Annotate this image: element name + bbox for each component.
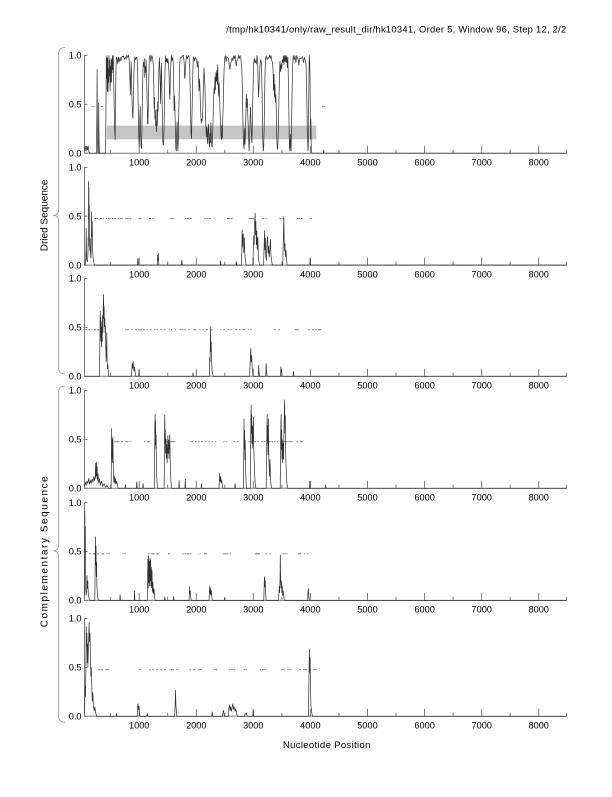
svg-text:0.5: 0.5 bbox=[69, 663, 82, 673]
svg-text:6000: 6000 bbox=[414, 605, 434, 615]
svg-text:6000: 6000 bbox=[414, 157, 434, 167]
svg-text:1.0: 1.0 bbox=[69, 274, 82, 284]
svg-text:4000: 4000 bbox=[300, 605, 320, 615]
svg-text:2000: 2000 bbox=[186, 721, 206, 731]
svg-text:2000: 2000 bbox=[186, 157, 206, 167]
svg-text:0.0: 0.0 bbox=[69, 372, 82, 382]
svg-text:3000: 3000 bbox=[243, 493, 263, 503]
svg-text:4000: 4000 bbox=[300, 721, 320, 731]
svg-text:0.5: 0.5 bbox=[69, 211, 82, 221]
svg-text:5000: 5000 bbox=[357, 493, 377, 503]
svg-text:1.0: 1.0 bbox=[69, 498, 82, 508]
svg-text:1.0: 1.0 bbox=[69, 163, 82, 173]
svg-text:0.5: 0.5 bbox=[69, 323, 82, 333]
svg-text:3000: 3000 bbox=[243, 605, 263, 615]
svg-text:6000: 6000 bbox=[414, 721, 434, 731]
svg-text:1.0: 1.0 bbox=[69, 51, 82, 61]
svg-text:8000: 8000 bbox=[528, 605, 548, 615]
svg-text:1000: 1000 bbox=[129, 381, 149, 391]
svg-text:Complementary Sequence: Complementary Sequence bbox=[40, 475, 51, 628]
svg-text:4000: 4000 bbox=[300, 381, 320, 391]
svg-text:1000: 1000 bbox=[129, 157, 149, 167]
svg-text:8000: 8000 bbox=[528, 381, 548, 391]
svg-text:8000: 8000 bbox=[528, 493, 548, 503]
svg-text:7000: 7000 bbox=[471, 493, 491, 503]
svg-text:6000: 6000 bbox=[414, 381, 434, 391]
svg-text:0.0: 0.0 bbox=[69, 148, 82, 158]
svg-text:4000: 4000 bbox=[300, 157, 320, 167]
svg-text:1000: 1000 bbox=[129, 493, 149, 503]
svg-text:3000: 3000 bbox=[243, 721, 263, 731]
svg-text:5000: 5000 bbox=[357, 157, 377, 167]
svg-text:5000: 5000 bbox=[357, 721, 377, 731]
svg-text:2000: 2000 bbox=[186, 605, 206, 615]
svg-text:4000: 4000 bbox=[300, 493, 320, 503]
svg-text:0.0: 0.0 bbox=[69, 596, 82, 606]
svg-text:0.0: 0.0 bbox=[69, 712, 82, 722]
svg-text:1.0: 1.0 bbox=[69, 386, 82, 396]
svg-text:5000: 5000 bbox=[357, 381, 377, 391]
svg-text:/tmp/hk10341/only/raw_result_d: /tmp/hk10341/only/raw_result_dir/hk10341… bbox=[226, 24, 566, 35]
svg-text:8000: 8000 bbox=[528, 269, 548, 279]
svg-text:Nucleotide Position: Nucleotide Position bbox=[283, 740, 371, 751]
svg-text:Dried Sequence: Dried Sequence bbox=[39, 179, 50, 251]
svg-text:7000: 7000 bbox=[471, 157, 491, 167]
svg-text:8000: 8000 bbox=[528, 721, 548, 731]
svg-text:0.5: 0.5 bbox=[69, 100, 82, 110]
svg-text:5000: 5000 bbox=[357, 269, 377, 279]
svg-text:2000: 2000 bbox=[186, 493, 206, 503]
svg-text:3000: 3000 bbox=[243, 157, 263, 167]
svg-text:2000: 2000 bbox=[186, 381, 206, 391]
svg-text:0.0: 0.0 bbox=[69, 484, 82, 494]
svg-text:1000: 1000 bbox=[129, 721, 149, 731]
svg-text:1000: 1000 bbox=[129, 269, 149, 279]
svg-text:0.5: 0.5 bbox=[69, 435, 82, 445]
svg-text:1000: 1000 bbox=[129, 605, 149, 615]
svg-text:0.5: 0.5 bbox=[69, 547, 82, 557]
svg-text:6000: 6000 bbox=[414, 493, 434, 503]
svg-text:7000: 7000 bbox=[471, 269, 491, 279]
svg-text:7000: 7000 bbox=[471, 721, 491, 731]
svg-text:4000: 4000 bbox=[300, 269, 320, 279]
svg-text:8000: 8000 bbox=[528, 157, 548, 167]
svg-text:6000: 6000 bbox=[414, 269, 434, 279]
svg-text:1.0: 1.0 bbox=[69, 614, 82, 624]
svg-text:3000: 3000 bbox=[243, 381, 263, 391]
svg-text:3000: 3000 bbox=[243, 269, 263, 279]
svg-text:2000: 2000 bbox=[186, 269, 206, 279]
svg-text:0.0: 0.0 bbox=[69, 260, 82, 270]
svg-text:7000: 7000 bbox=[471, 381, 491, 391]
svg-text:5000: 5000 bbox=[357, 605, 377, 615]
svg-text:7000: 7000 bbox=[471, 605, 491, 615]
